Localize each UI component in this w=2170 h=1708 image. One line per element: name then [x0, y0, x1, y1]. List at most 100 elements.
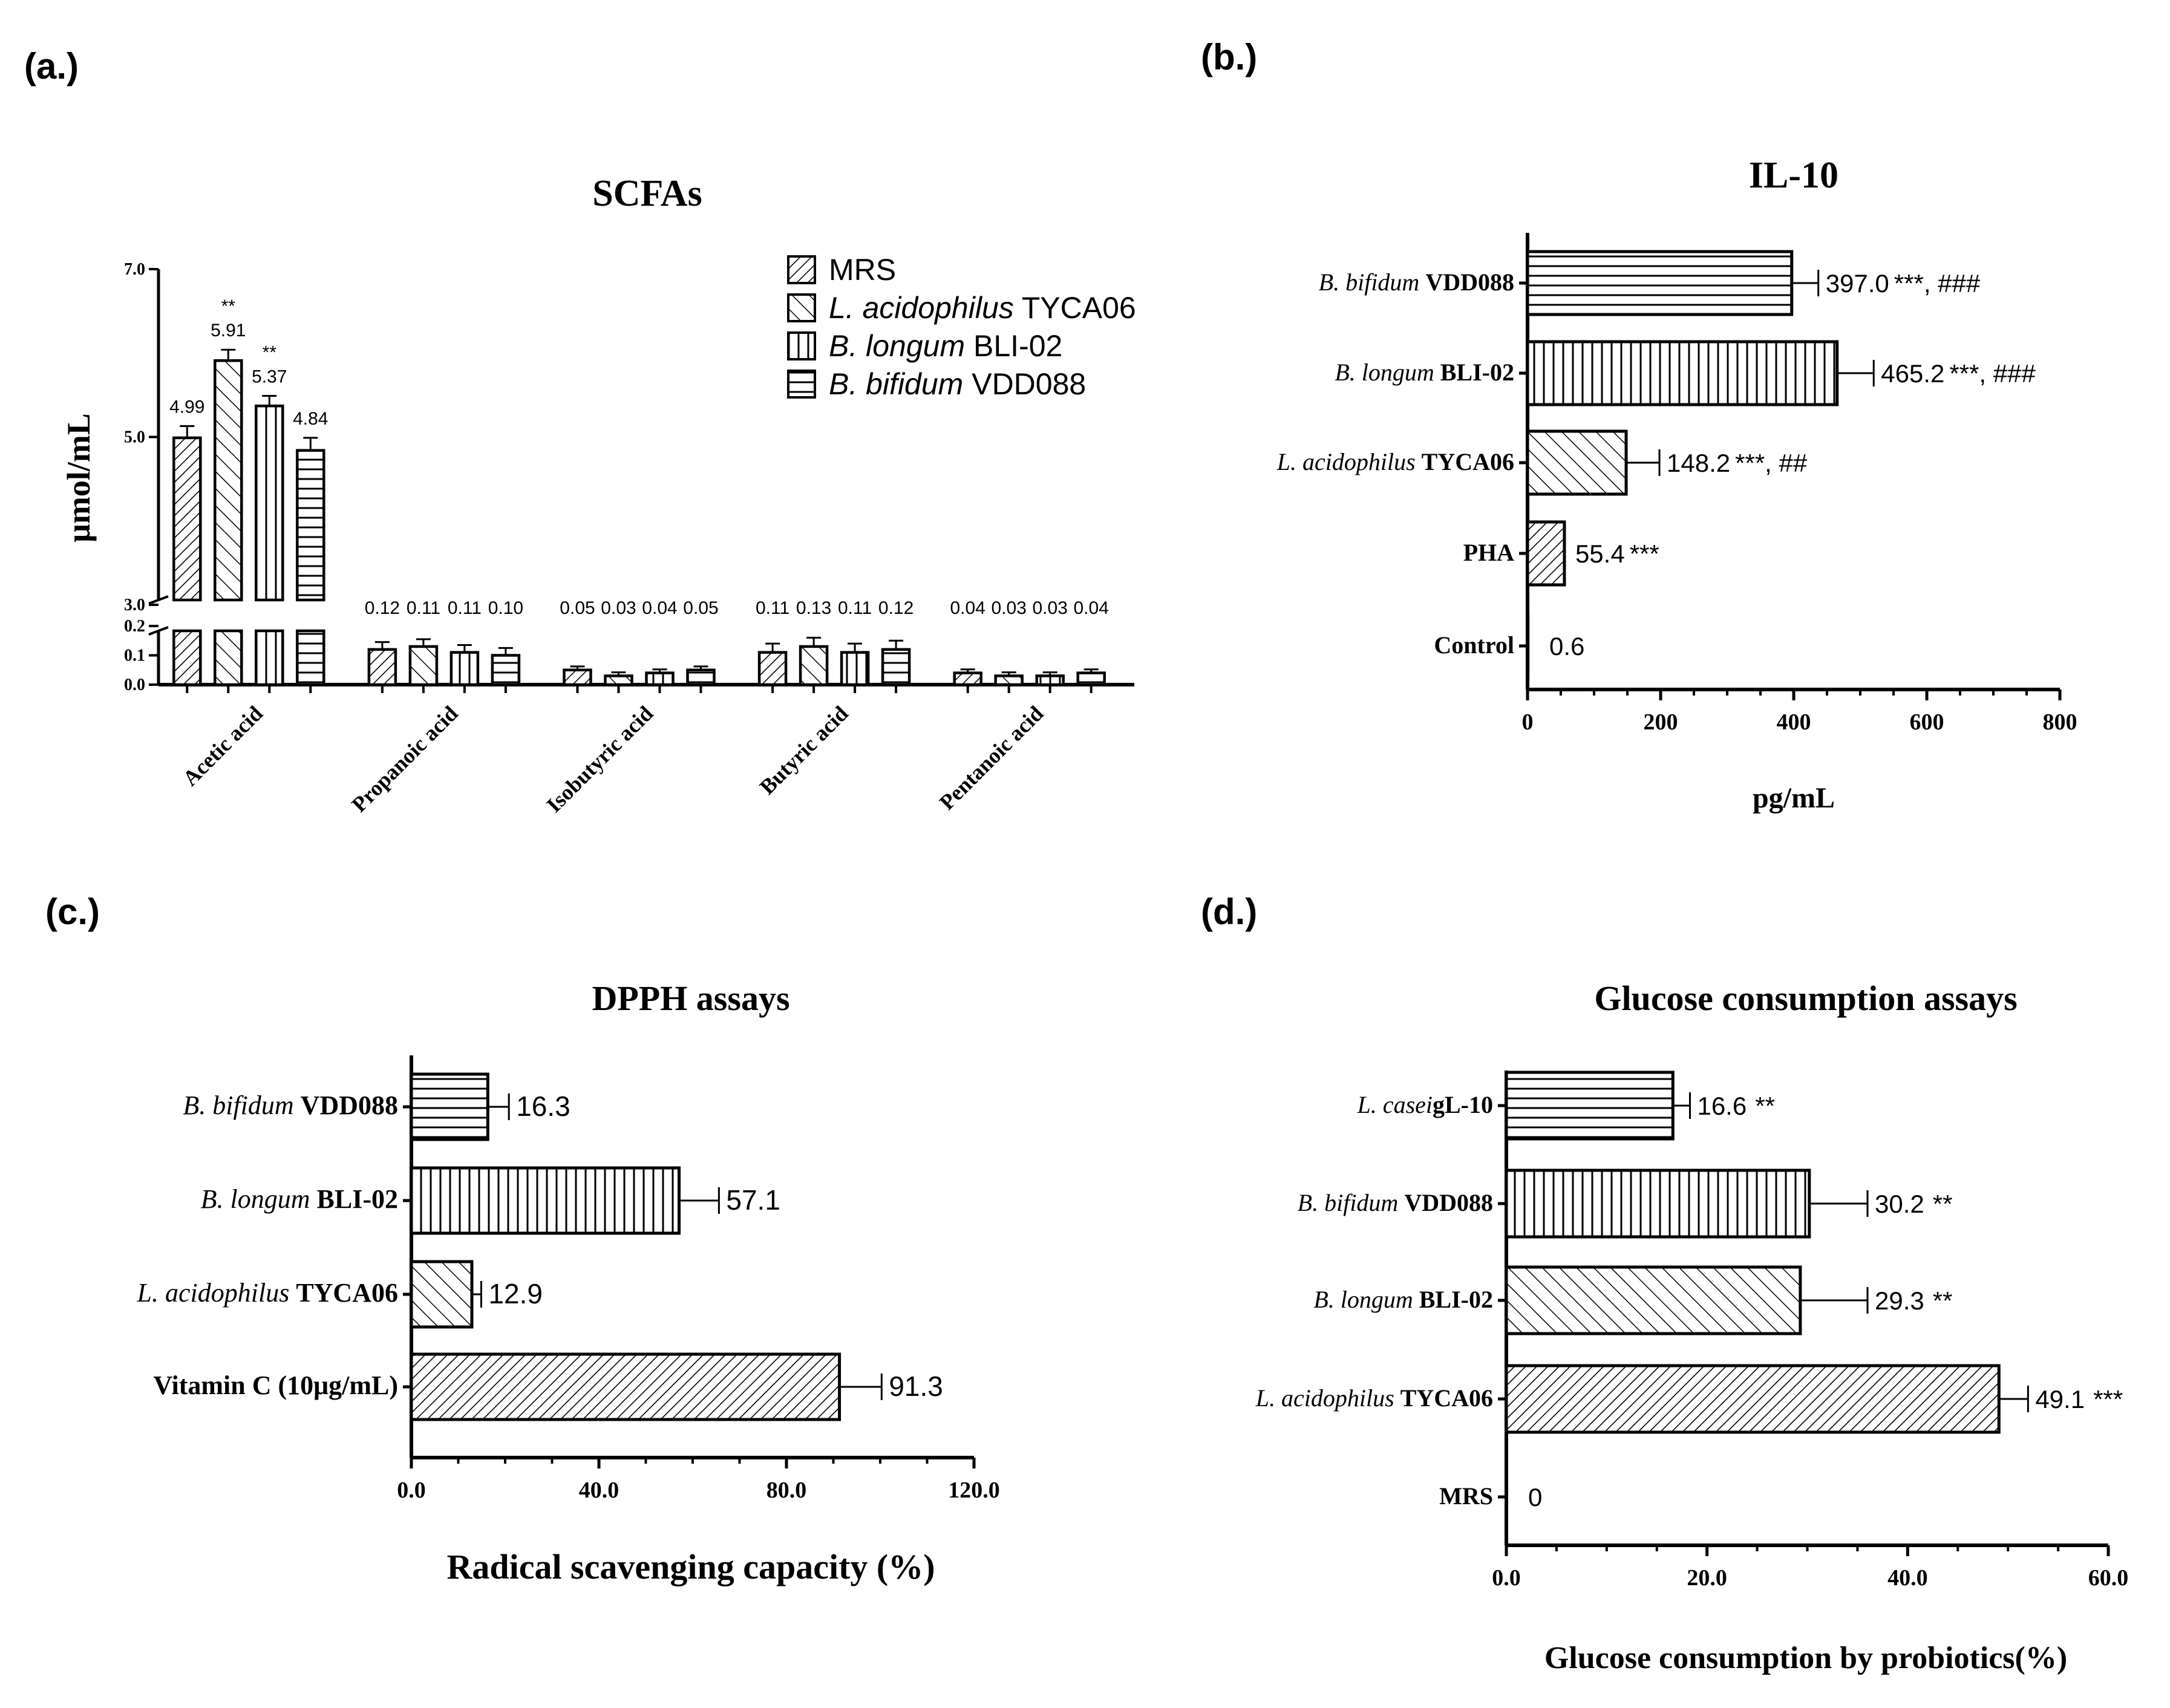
bar	[410, 1260, 474, 1329]
x-tick-label: Acetic acid	[178, 701, 267, 790]
x-tick-label: 40.0	[579, 1478, 619, 1503]
value-text: 12.9	[488, 1278, 543, 1309]
value-text: 0.6	[1549, 632, 1584, 660]
chart-dpph: DPPH assays Radical scavenging capacity (…	[137, 979, 1000, 1586]
label-italic: B. bifidum	[1298, 1189, 1399, 1216]
axis-break-mark	[148, 595, 169, 605]
chart-title: DPPH assays	[592, 979, 789, 1018]
x-tick-label: 0.0	[397, 1478, 426, 1503]
y-tick-label: B. bifidum VDD088	[1319, 269, 1514, 296]
legend-text: MRS	[829, 253, 896, 287]
data-label: 0.12	[878, 598, 913, 618]
label-bold: VDD088	[1404, 1189, 1493, 1216]
data-label: 5.91	[211, 321, 246, 341]
x-tick-label: 120.0	[948, 1478, 1000, 1503]
x-tick-label: 400	[1777, 709, 1811, 735]
label-italic: L. acidophilus	[1276, 448, 1416, 475]
chart-title: IL-10	[1749, 155, 1838, 196]
legend-entry: L. acidophilus TYCA06	[829, 291, 1136, 325]
bar	[255, 404, 284, 602]
bar	[881, 648, 911, 686]
significance-mark: **	[1755, 1092, 1775, 1120]
bar	[563, 668, 592, 686]
label-space	[1394, 1384, 1400, 1412]
chart-title: Glucose consumption assays	[1594, 979, 2017, 1018]
bar	[1526, 250, 1794, 316]
label-bold: BLI-02	[1440, 359, 1514, 386]
label-bold: VDD088	[1425, 269, 1514, 296]
label-bold: Control	[1434, 631, 1514, 659]
bar	[1035, 674, 1065, 686]
data-label: 30.2 **	[1875, 1190, 1952, 1218]
y-tick-label: B. longum BLI-02	[201, 1184, 398, 1214]
label-italic: B. bifidum	[1319, 269, 1420, 296]
bar	[1526, 520, 1566, 587]
y-tick-label: MRS	[1439, 1482, 1493, 1510]
value-text: 91.3	[889, 1371, 943, 1402]
value-text: 49.1	[2035, 1385, 2085, 1413]
data-label: 49.1 ***	[2035, 1385, 2123, 1413]
significance-mark: ***, ##	[1735, 449, 1808, 477]
y-tick-label: B. longum BLI-02	[1335, 359, 1514, 386]
label-space	[1419, 269, 1425, 296]
x-tick-label: 0	[1522, 709, 1534, 735]
y-tick-label: Control	[1434, 631, 1514, 659]
bar	[1076, 671, 1106, 686]
label-space	[289, 1278, 296, 1308]
label-bold: gL-10	[1433, 1091, 1493, 1118]
legend-entry: MRS	[829, 253, 896, 287]
label-italic: L. acidophilus	[1255, 1384, 1394, 1412]
data-label: 0.11	[407, 598, 440, 618]
legend-swatch	[787, 255, 816, 284]
x-tick-label: 60.0	[2088, 1565, 2129, 1591]
data-label: 0.04	[950, 598, 985, 618]
bar	[255, 629, 284, 686]
y-tick-label: B. bifidum VDD088	[1298, 1189, 1493, 1216]
x-tick-label: Propanoic acid	[347, 701, 462, 817]
chart-il10: IL-10 pg/mL 0 200 400 600 800 B. bifidum VDD088…	[1276, 155, 2077, 814]
legend-swatch	[787, 293, 816, 322]
x-axis-label: Radical scavenging capacity (%)	[446, 1547, 935, 1586]
label-space	[310, 1184, 317, 1214]
label-bold: Vitamin C (10μg/mL)	[153, 1371, 398, 1400]
data-label: 0.11	[448, 598, 482, 618]
bar	[953, 671, 982, 686]
value-text: 16.6	[1697, 1092, 1747, 1120]
panel-label-d: (d.)	[1201, 891, 1257, 932]
data-label: 91.3	[889, 1371, 943, 1402]
bar	[1505, 1265, 1802, 1335]
data-label: 5.37	[252, 367, 287, 387]
significance-mark: **	[1933, 1190, 1953, 1218]
significance-mark: ***	[2093, 1385, 2123, 1413]
axis-break-mark	[148, 626, 169, 636]
legend-italic: B. longum	[829, 329, 965, 363]
label-bold: BLI-02	[317, 1184, 398, 1214]
value-text: 16.3	[516, 1090, 570, 1122]
value-text: 0	[1528, 1483, 1542, 1511]
data-label: 29.3 **	[1875, 1286, 1952, 1315]
data-label: 0.03	[1033, 598, 1068, 618]
panel-label-c: (c.)	[45, 891, 100, 932]
data-label: 0.05	[560, 598, 595, 618]
value-text: 397.0	[1826, 269, 1889, 298]
value-text: 29.3	[1875, 1286, 1924, 1315]
data-label: 0.05	[683, 598, 718, 618]
bar	[410, 1352, 842, 1421]
y-tick-label: PHA	[1463, 539, 1515, 566]
legend-italic: B. bifidum	[829, 367, 963, 401]
data-label: 4.99	[169, 397, 204, 417]
bar	[296, 449, 325, 602]
bar	[410, 1072, 489, 1141]
data-label: 465.2 ***, ###	[1881, 359, 2036, 388]
label-space	[1413, 1286, 1419, 1313]
x-axis-label: Glucose consumption by probiotics(%)	[1544, 1641, 2067, 1675]
data-label: 57.1	[726, 1184, 780, 1216]
bar	[367, 648, 397, 686]
y-tick-label: 7.0	[124, 260, 145, 279]
label-bold: BLI-02	[1419, 1286, 1493, 1313]
label-bold: PHA	[1463, 539, 1515, 566]
x-tick-label: Butyric acid	[755, 701, 853, 799]
legend-text: BLI-02	[965, 329, 1062, 363]
bar	[604, 674, 633, 686]
x-tick-label: 0.0	[1492, 1565, 1521, 1591]
